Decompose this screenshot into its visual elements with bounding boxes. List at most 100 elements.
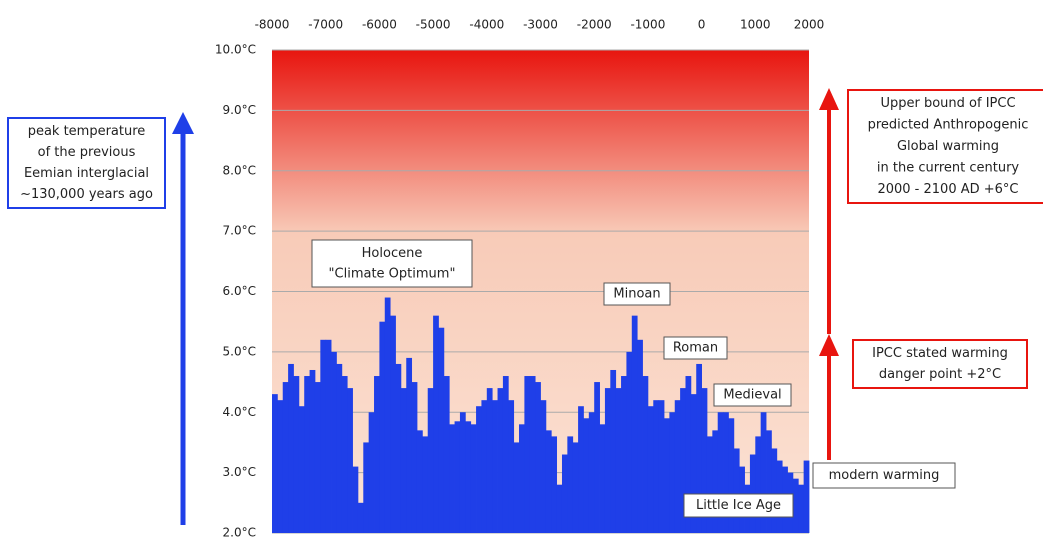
temperature-step — [357, 502, 364, 533]
y-tick-label: 3.0°C — [223, 465, 256, 479]
temperature-step — [304, 376, 310, 533]
blue-arrow-head — [172, 112, 194, 134]
temperature-step — [760, 412, 767, 533]
temperature-step — [438, 327, 445, 533]
temperature-step — [368, 412, 375, 533]
temperature-step — [427, 388, 434, 533]
temperature-step — [529, 376, 536, 533]
temperature-step — [341, 376, 348, 533]
temperature-step — [674, 400, 681, 533]
y-tick-label: 9.0°C — [223, 103, 256, 117]
annotation-text: Global warming — [897, 139, 999, 154]
annotation-text: Minoan — [613, 287, 660, 302]
annotation-text: 2000 - 2100 AD +6°C — [877, 182, 1018, 197]
temperature-step — [502, 376, 509, 533]
annotation-text: danger point +2°C — [879, 367, 1001, 382]
annotation-box — [812, 462, 956, 489]
annotation-text: peak temperature — [28, 124, 146, 139]
temperature-step — [347, 388, 353, 533]
temperature-step — [320, 339, 327, 533]
temperature-step — [390, 315, 396, 533]
annotation-box — [852, 339, 1028, 389]
temperature-step — [395, 363, 402, 533]
temperature-step — [476, 406, 482, 533]
temperature-step — [481, 400, 488, 533]
annotation-box — [663, 336, 728, 360]
annotation-box — [311, 239, 473, 288]
temperature-step — [626, 351, 633, 533]
temperature-step — [416, 430, 423, 533]
temperature-step — [803, 460, 810, 533]
temperature-step — [470, 424, 477, 533]
temperature-step — [524, 376, 531, 533]
x-tick-label: -4000 — [469, 18, 504, 32]
temperature-step — [680, 388, 686, 533]
temperature-step — [647, 406, 654, 533]
annotation-box — [683, 493, 794, 518]
temperature-step — [449, 424, 455, 533]
annotation-text: Medieval — [723, 388, 781, 403]
temperature-step — [690, 394, 697, 533]
temperature-step — [535, 382, 541, 533]
temperature-step — [658, 400, 665, 533]
temperature-step — [314, 382, 321, 533]
annotation-box — [603, 282, 671, 306]
temperature-step — [621, 376, 627, 533]
temperature-step — [578, 406, 584, 533]
temperature-step — [556, 484, 563, 533]
temperature-step — [406, 357, 413, 533]
temperature-step — [411, 382, 418, 533]
annotation-text: "Climate Optimum" — [329, 266, 456, 281]
temperature-step — [422, 436, 429, 533]
x-tick-label: -6000 — [362, 18, 397, 32]
x-tick-label: -3000 — [523, 18, 558, 32]
temperature-step — [545, 430, 552, 533]
annotation-text: Eemian interglacial — [24, 166, 149, 181]
temperature-step — [325, 339, 332, 533]
y-tick-label: 10.0°C — [215, 43, 256, 57]
temperature-step — [669, 412, 676, 533]
x-tick-label: -8000 — [255, 18, 290, 32]
temperature-step — [331, 351, 337, 533]
temperature-step — [363, 442, 370, 533]
temperature-step — [519, 424, 525, 533]
temperature-step — [766, 430, 772, 533]
temperature-step — [637, 339, 643, 533]
temperature-step — [486, 388, 493, 533]
x-tick-label: 1000 — [740, 18, 771, 32]
y-tick-label: 7.0°C — [223, 224, 256, 238]
temperature-step — [400, 388, 407, 533]
temperature-step — [384, 297, 391, 533]
annotation-text: IPCC stated warming — [872, 346, 1008, 361]
temperature-step — [594, 382, 600, 533]
temperature-step — [706, 436, 713, 533]
temperature-step — [696, 363, 702, 533]
temperature-step — [443, 376, 450, 533]
temperature-step — [497, 388, 504, 533]
temperature-step — [465, 421, 472, 533]
x-tick-label: -1000 — [630, 18, 665, 32]
temperature-step — [298, 406, 305, 533]
temperature-step — [374, 376, 380, 533]
annotation-box — [7, 117, 166, 209]
temperature-step — [293, 376, 300, 533]
annotation-text: Little Ice Age — [696, 498, 781, 513]
annotation-text: predicted Anthropogenic — [868, 118, 1029, 133]
temperature-step — [309, 369, 316, 533]
temperature-step — [492, 400, 498, 533]
temperature-step — [685, 376, 692, 533]
temperature-step — [282, 382, 289, 533]
temperature-step — [771, 448, 778, 533]
temperature-step — [508, 400, 515, 533]
temperature-step — [540, 400, 547, 533]
annotation-text: of the previous — [38, 145, 136, 160]
temperature-step — [642, 376, 649, 533]
temperature-step — [755, 436, 762, 533]
annotation-box — [713, 383, 792, 407]
temperature-step — [572, 442, 579, 533]
temperature-step — [717, 412, 724, 533]
temperature-step — [723, 412, 729, 533]
temperature-step — [712, 430, 719, 533]
annotation-text: Roman — [673, 341, 718, 356]
